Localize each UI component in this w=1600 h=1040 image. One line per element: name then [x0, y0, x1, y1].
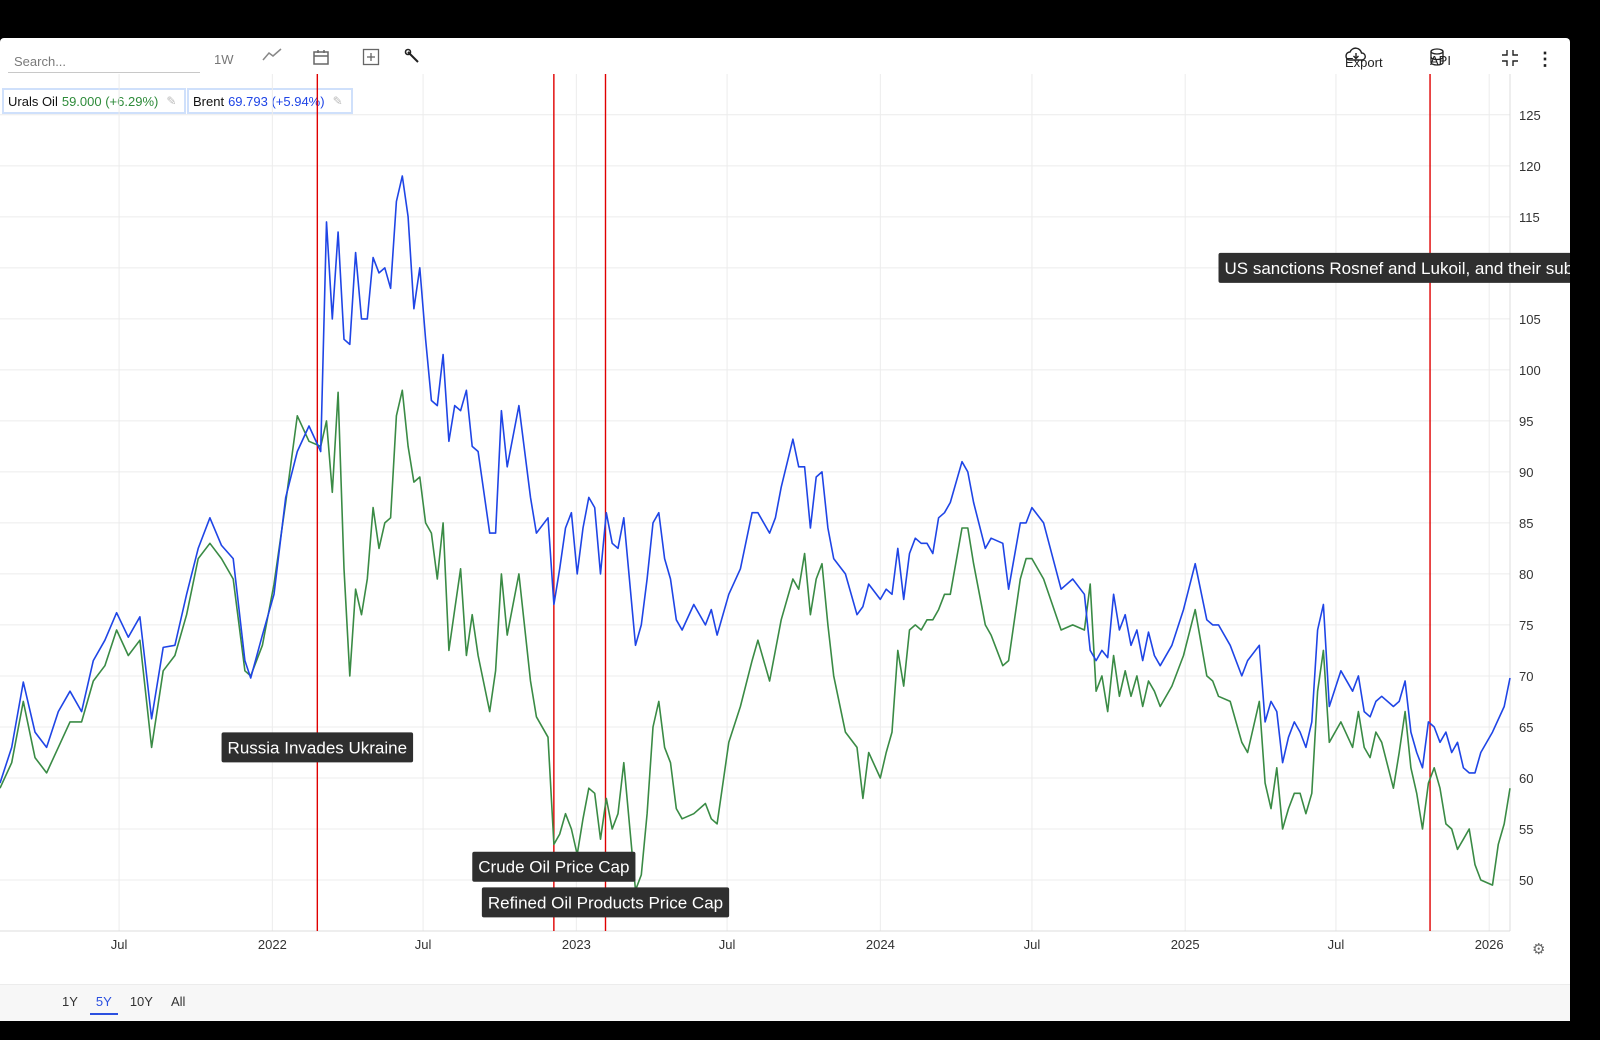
event-annotation-label: Refined Oil Products Price Cap: [488, 893, 723, 912]
y-tick-label: 115: [1519, 210, 1540, 225]
urals-series-line: [0, 389, 1511, 892]
api-button[interactable]: API: [1430, 48, 1451, 72]
pin-icon[interactable]: ✎: [166, 94, 177, 108]
legend-value: 69.793 (+5.94%): [228, 93, 325, 109]
more-menu-icon[interactable]: ⋮: [1536, 48, 1554, 69]
x-tick-label: Jul: [1328, 937, 1345, 952]
settings-gear-icon[interactable]: ⚙: [1532, 941, 1546, 958]
event-annotation-box: [472, 851, 636, 882]
event-annotation-label: US sanctions Rosnef and Lukoil, and thei…: [1225, 259, 1570, 278]
event-annotation-box: [1218, 252, 1570, 283]
legend-item-brent[interactable]: Brent 69.793 (+5.94%) ✎: [187, 88, 353, 114]
search-input[interactable]: [8, 50, 200, 73]
event-annotation-label: Crude Oil Price Cap: [478, 858, 629, 877]
range-5y-button[interactable]: 5Y: [89, 990, 118, 1015]
range-selector: 1Y 5Y 10Y All: [56, 990, 191, 1015]
x-tick-label: Jul: [719, 937, 736, 952]
legend-name: Urals Oil: [8, 93, 58, 109]
legend-value: 59.000 (+6.29%): [61, 93, 159, 109]
y-tick-label: 55: [1519, 822, 1533, 837]
y-tick-label: 65: [1519, 720, 1533, 735]
chart-window: 1W Export API ⋮ Urals Oil 59.000 (+6.29%…: [0, 38, 1570, 1021]
interval-button[interactable]: 1W: [214, 51, 234, 67]
api-label: API: [1430, 52, 1451, 68]
y-tick-label: 50: [1519, 873, 1533, 888]
range-bar: [0, 984, 1570, 1021]
export-button[interactable]: Export: [1345, 46, 1383, 70]
x-tick-label: Jul: [111, 937, 128, 952]
database-icon: [1430, 48, 1444, 66]
event-annotation: Russia Invades Ukraine: [221, 732, 414, 763]
brent-series-line: [0, 175, 1511, 784]
x-tick-label: Jul: [415, 937, 432, 952]
legend-name: Brent: [193, 93, 225, 109]
event-annotation-box: [481, 887, 730, 918]
x-tick-label: 2024: [866, 937, 895, 952]
event-annotation: US sanctions Rosnef and Lukoil, and thei…: [1218, 252, 1570, 283]
line-chart[interactable]: 50556065707580859095100105110115120125Ju…: [0, 38, 1570, 984]
event-annotation: Refined Oil Products Price Cap: [481, 887, 730, 918]
pin-icon[interactable]: ✎: [332, 94, 343, 108]
y-tick-label: 75: [1519, 618, 1533, 633]
y-tick-label: 120: [1519, 159, 1541, 174]
y-tick-label: 60: [1519, 771, 1533, 786]
y-tick-label: 85: [1519, 516, 1533, 531]
y-tick-label: 105: [1519, 312, 1541, 327]
y-tick-label: 70: [1519, 669, 1533, 684]
event-annotation-box: [221, 732, 414, 763]
range-all-button[interactable]: All: [170, 994, 186, 1009]
export-label: Export: [1345, 55, 1383, 70]
x-tick-label: Jul: [1024, 937, 1041, 952]
y-tick-label: 100: [1519, 363, 1541, 378]
event-annotation-label: Russia Invades Ukraine: [228, 738, 408, 757]
range-1y-button[interactable]: 1Y: [62, 994, 78, 1009]
x-tick-label: 2023: [562, 937, 591, 952]
x-tick-label: 2025: [1171, 937, 1200, 952]
y-tick-label: 125: [1519, 108, 1541, 123]
y-tick-label: 90: [1519, 465, 1533, 480]
y-tick-label: 80: [1519, 567, 1533, 582]
x-tick-label: 2026: [1475, 937, 1504, 952]
event-annotation: Crude Oil Price Cap: [472, 851, 636, 882]
y-tick-label: 95: [1519, 414, 1533, 429]
x-tick-label: 2022: [258, 937, 287, 952]
cloud-download-icon: [1345, 47, 1366, 61]
range-10y-button[interactable]: 10Y: [129, 994, 153, 1009]
legend-item-urals[interactable]: Urals Oil 59.000 (+6.29%) ✎: [2, 88, 186, 114]
toolbar: 1W Export API ⋮: [0, 38, 1570, 78]
